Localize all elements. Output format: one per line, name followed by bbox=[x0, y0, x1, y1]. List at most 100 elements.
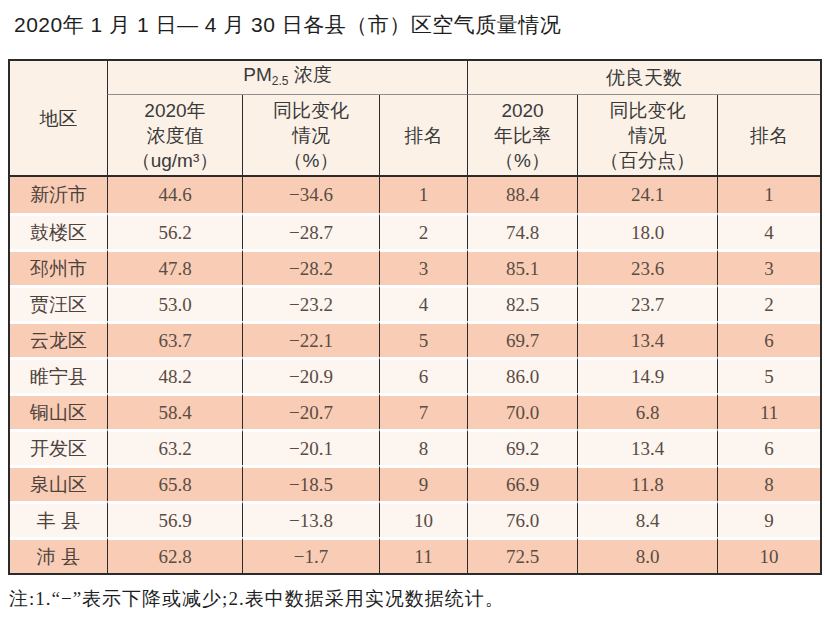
pm-value-cell: 56.9 bbox=[107, 501, 242, 537]
pm-value-cell: 48.2 bbox=[107, 357, 242, 393]
days-change-cell: 6.8 bbox=[577, 393, 717, 429]
days-rank-cell: 2 bbox=[717, 285, 820, 321]
region-cell: 睢宁县 bbox=[10, 357, 107, 393]
pm-change-cell: −22.1 bbox=[242, 321, 379, 357]
days-change-cell: 18.0 bbox=[577, 213, 717, 249]
days-rank-cell: 10 bbox=[717, 537, 820, 573]
pm25-label: PM bbox=[243, 64, 272, 85]
pm-rank-cell: 3 bbox=[379, 249, 467, 285]
region-cell: 云龙区 bbox=[10, 321, 107, 357]
table-row: 云龙区 63.7 −22.1 5 69.7 13.4 6 bbox=[10, 321, 820, 357]
days-change-cell: 13.4 bbox=[577, 321, 717, 357]
pm-value-cell: 62.8 bbox=[107, 537, 242, 573]
group-header-pm25: PM2.5 浓度 bbox=[107, 61, 467, 95]
table-row: 新沂市 44.6 −34.6 1 88.4 24.1 1 bbox=[10, 177, 820, 213]
days-change-cell: 11.8 bbox=[577, 465, 717, 501]
pm-value-cell: 53.0 bbox=[107, 285, 242, 321]
region-cell: 开发区 bbox=[10, 429, 107, 465]
pm-value-cell: 63.7 bbox=[107, 321, 242, 357]
pm-rank-cell: 10 bbox=[379, 501, 467, 537]
days-rate-cell: 88.4 bbox=[467, 177, 577, 213]
table-row: 睢宁县 48.2 −20.9 6 86.0 14.9 5 bbox=[10, 357, 820, 393]
days-rank-cell: 9 bbox=[717, 501, 820, 537]
pm-value-cell: 56.2 bbox=[107, 213, 242, 249]
days-change-cell: 24.1 bbox=[577, 177, 717, 213]
days-rate-cell: 76.0 bbox=[467, 501, 577, 537]
col-header-region: 地区 bbox=[10, 61, 107, 177]
days-rank-cell: 5 bbox=[717, 357, 820, 393]
table-body: 新沂市 44.6 −34.6 1 88.4 24.1 1 鼓楼区 56.2 −2… bbox=[10, 177, 820, 573]
days-rate-cell: 74.8 bbox=[467, 213, 577, 249]
region-cell: 丰 县 bbox=[10, 501, 107, 537]
pm-change-cell: −20.7 bbox=[242, 393, 379, 429]
days-change-cell: 8.4 bbox=[577, 501, 717, 537]
pm-rank-cell: 4 bbox=[379, 285, 467, 321]
group-header-good-days: 优良天数 bbox=[467, 61, 820, 95]
region-cell: 沛 县 bbox=[10, 537, 107, 573]
pm-change-cell: −13.8 bbox=[242, 501, 379, 537]
region-cell: 新沂市 bbox=[10, 177, 107, 213]
days-rate-cell: 86.0 bbox=[467, 357, 577, 393]
pm-rank-cell: 7 bbox=[379, 393, 467, 429]
days-rate-cell: 69.2 bbox=[467, 429, 577, 465]
table-header: 地区 PM2.5 浓度 优良天数 2020年 浓度值 （ug/m³） 同比变化 … bbox=[10, 61, 820, 177]
pm-value-cell: 63.2 bbox=[107, 429, 242, 465]
table-row: 邳州市 47.8 −28.2 3 85.1 23.6 3 bbox=[10, 249, 820, 285]
days-rank-cell: 3 bbox=[717, 249, 820, 285]
days-change-cell: 8.0 bbox=[577, 537, 717, 573]
pm-change-cell: −34.6 bbox=[242, 177, 379, 213]
pm-rank-cell: 5 bbox=[379, 321, 467, 357]
table-row: 开发区 63.2 −20.1 8 69.2 13.4 6 bbox=[10, 429, 820, 465]
pm-rank-cell: 1 bbox=[379, 177, 467, 213]
col-header-days-rank: 排名 bbox=[717, 95, 820, 177]
page-title: 2020年 1 月 1 日— 4 月 30 日各县（市）区空气质量情况 bbox=[14, 11, 561, 39]
days-rank-cell: 4 bbox=[717, 213, 820, 249]
days-rank-cell: 1 bbox=[717, 177, 820, 213]
table-row: 丰 县 56.9 −13.8 10 76.0 8.4 9 bbox=[10, 501, 820, 537]
region-cell: 铜山区 bbox=[10, 393, 107, 429]
pm-change-cell: −23.2 bbox=[242, 285, 379, 321]
pm-change-cell: −20.1 bbox=[242, 429, 379, 465]
col-header-days-rate: 2020 年比率 （%） bbox=[467, 95, 577, 177]
region-cell: 泉山区 bbox=[10, 465, 107, 501]
col-header-days-change: 同比变化 情况 （百分点） bbox=[577, 95, 717, 177]
air-quality-table: 地区 PM2.5 浓度 优良天数 2020年 浓度值 （ug/m³） 同比变化 … bbox=[8, 59, 822, 575]
days-rank-cell: 6 bbox=[717, 321, 820, 357]
table-row: 鼓楼区 56.2 −28.7 2 74.8 18.0 4 bbox=[10, 213, 820, 249]
pm25-label-rest: 浓度 bbox=[288, 64, 331, 85]
days-rank-cell: 6 bbox=[717, 429, 820, 465]
col-header-pm-change: 同比变化 情况 （%） bbox=[242, 95, 379, 177]
pm-change-cell: −20.9 bbox=[242, 357, 379, 393]
region-cell: 鼓楼区 bbox=[10, 213, 107, 249]
pm-rank-cell: 8 bbox=[379, 429, 467, 465]
pm-change-cell: −28.7 bbox=[242, 213, 379, 249]
days-change-cell: 23.7 bbox=[577, 285, 717, 321]
days-change-cell: 14.9 bbox=[577, 357, 717, 393]
pm25-subscript: 2.5 bbox=[272, 74, 289, 88]
days-rate-cell: 69.7 bbox=[467, 321, 577, 357]
region-cell: 贾汪区 bbox=[10, 285, 107, 321]
pm-rank-cell: 6 bbox=[379, 357, 467, 393]
pm-change-cell: −18.5 bbox=[242, 465, 379, 501]
pm-rank-cell: 11 bbox=[379, 537, 467, 573]
region-cell: 邳州市 bbox=[10, 249, 107, 285]
days-rank-cell: 8 bbox=[717, 465, 820, 501]
pm-rank-cell: 9 bbox=[379, 465, 467, 501]
table-row: 贾汪区 53.0 −23.2 4 82.5 23.7 2 bbox=[10, 285, 820, 321]
footnote: 注:1.“−”表示下降或减少;2.表中数据采用实况数据统计。 bbox=[9, 586, 505, 612]
days-rate-cell: 70.0 bbox=[467, 393, 577, 429]
col-header-pm-value: 2020年 浓度值 （ug/m³） bbox=[107, 95, 242, 177]
table-row: 沛 县 62.8 −1.7 11 72.5 8.0 10 bbox=[10, 537, 820, 573]
days-rank-cell: 11 bbox=[717, 393, 820, 429]
days-rate-cell: 66.9 bbox=[467, 465, 577, 501]
pm-value-cell: 65.8 bbox=[107, 465, 242, 501]
pm-value-cell: 47.8 bbox=[107, 249, 242, 285]
days-rate-cell: 82.5 bbox=[467, 285, 577, 321]
days-rate-cell: 72.5 bbox=[467, 537, 577, 573]
pm-change-cell: −28.2 bbox=[242, 249, 379, 285]
page: 2020年 1 月 1 日— 4 月 30 日各县（市）区空气质量情况 地区 P… bbox=[0, 0, 825, 620]
pm-value-cell: 58.4 bbox=[107, 393, 242, 429]
table-row: 泉山区 65.8 −18.5 9 66.9 11.8 8 bbox=[10, 465, 820, 501]
pm-change-cell: −1.7 bbox=[242, 537, 379, 573]
days-change-cell: 23.6 bbox=[577, 249, 717, 285]
